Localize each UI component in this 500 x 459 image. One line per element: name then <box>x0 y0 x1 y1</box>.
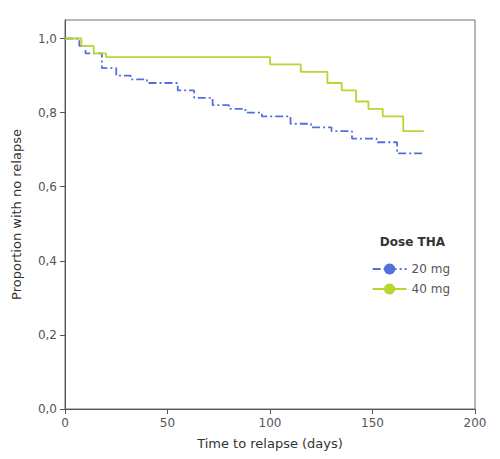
svg-text:0,2: 0,2 <box>38 328 57 342</box>
svg-text:Time to relapse (days): Time to relapse (days) <box>196 436 343 451</box>
svg-text:0,6: 0,6 <box>38 180 57 194</box>
svg-text:0,4: 0,4 <box>38 254 57 268</box>
svg-text:Proportion with no relapse: Proportion with no relapse <box>9 129 24 300</box>
svg-text:0,0: 0,0 <box>38 402 57 416</box>
svg-text:1,0: 1,0 <box>38 32 57 46</box>
svg-text:150: 150 <box>361 416 384 430</box>
svg-text:200: 200 <box>464 416 487 430</box>
svg-text:100: 100 <box>259 416 282 430</box>
svg-text:0,8: 0,8 <box>38 106 57 120</box>
svg-text:0: 0 <box>61 416 69 430</box>
svg-text:20 mg: 20 mg <box>412 262 450 276</box>
svg-text:Dose THA: Dose THA <box>380 235 446 249</box>
svg-text:50: 50 <box>160 416 175 430</box>
svg-text:40 mg: 40 mg <box>412 282 450 296</box>
